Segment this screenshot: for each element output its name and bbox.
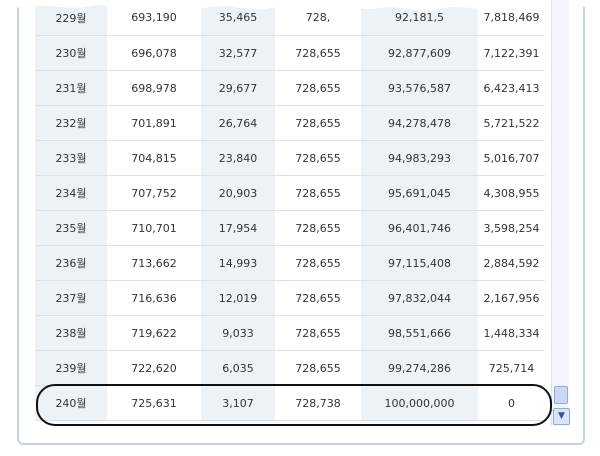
chevron-down-icon: ▼ bbox=[558, 411, 565, 421]
table-cell: 4,308,955 bbox=[478, 175, 545, 211]
table-cell: 716,636 bbox=[107, 280, 201, 316]
table-row: 239월 722,620 6,035 728,655 99,274,286 725,714 bbox=[35, 350, 545, 386]
table-cell: 7,818,469 bbox=[478, 0, 545, 36]
table-row: 233월 704,815 23,840 728,655 94,983,293 5,016,… bbox=[35, 140, 545, 176]
table-body: 229월 693,190 35,465 728, 92,181,5 7,818,469 23… bbox=[35, 0, 545, 421]
table-cell: 728,655 bbox=[275, 105, 361, 141]
table-cell: 93,576,587 bbox=[361, 70, 478, 106]
table-cell: 728,655 bbox=[275, 245, 361, 281]
table-row: 235월 710,701 17,954 728,655 96,401,746 3,598,… bbox=[35, 210, 545, 246]
table-cell: 9,033 bbox=[201, 315, 275, 351]
table-cell: 231월 bbox=[35, 70, 107, 106]
table-cell: 98,551,666 bbox=[361, 315, 478, 351]
table-cell: 94,983,293 bbox=[361, 140, 478, 176]
table-cell: 29,677 bbox=[201, 70, 275, 106]
table-row: 230월 696,078 32,577 728,655 92,877,609 7,122,… bbox=[35, 35, 545, 71]
table-cell: 235월 bbox=[35, 210, 107, 246]
table-cell: 701,891 bbox=[107, 105, 201, 141]
scrollbar-thumb[interactable] bbox=[554, 386, 568, 404]
table-cell: 32,577 bbox=[201, 35, 275, 71]
table-cell: 3,107 bbox=[201, 385, 275, 421]
table-cell: 20,903 bbox=[201, 175, 275, 211]
table-cell: 698,978 bbox=[107, 70, 201, 106]
table-cell: 17,954 bbox=[201, 210, 275, 246]
table-cell: 1,448,334 bbox=[478, 315, 545, 351]
table-cell: 704,815 bbox=[107, 140, 201, 176]
table-cell: 728,655 bbox=[275, 70, 361, 106]
table-row: 232월 701,891 26,764 728,655 94,278,478 5,721,… bbox=[35, 105, 545, 141]
table-cell: 240월 bbox=[35, 385, 107, 421]
table-cell: 710,701 bbox=[107, 210, 201, 246]
table-cell: 239월 bbox=[35, 350, 107, 386]
table-cell: 237월 bbox=[35, 280, 107, 316]
table-cell: 2,167,956 bbox=[478, 280, 545, 316]
table-cell: 12,019 bbox=[201, 280, 275, 316]
table-cell: 728,655 bbox=[275, 210, 361, 246]
table-cell: 3,598,254 bbox=[478, 210, 545, 246]
table-cell: 725,631 bbox=[107, 385, 201, 421]
repayment-schedule-table: 229월 693,190 35,465 728, 92,181,5 7,818,469 23… bbox=[35, 0, 545, 423]
table-cell: 707,752 bbox=[107, 175, 201, 211]
table-cell: 234월 bbox=[35, 175, 107, 211]
table-cell: 696,078 bbox=[107, 35, 201, 71]
table-cell: 728,655 bbox=[275, 140, 361, 176]
table-cell: 728,655 bbox=[275, 35, 361, 71]
table-cell: 230월 bbox=[35, 35, 107, 71]
torn-edge-overlay bbox=[0, 0, 600, 11]
table-cell: 728,655 bbox=[275, 175, 361, 211]
table-row: 236월 713,662 14,993 728,655 97,115,408 2,884,… bbox=[35, 245, 545, 281]
table-row: 238월 719,622 9,033 728,655 98,551,666 1,448,3… bbox=[35, 315, 545, 351]
table-cell: 6,035 bbox=[201, 350, 275, 386]
table-cell: 5,721,522 bbox=[478, 105, 545, 141]
table-row: 231월 698,978 29,677 728,655 93,576,587 6,423,… bbox=[35, 70, 545, 106]
table-cell: 26,764 bbox=[201, 105, 275, 141]
table-row: 240월 725,631 3,107 728,738 100,000,000 0 bbox=[35, 385, 545, 421]
table-cell: 232월 bbox=[35, 105, 107, 141]
table-cell: 236월 bbox=[35, 245, 107, 281]
table-cell: 95,691,045 bbox=[361, 175, 478, 211]
table-cell: 728,738 bbox=[275, 385, 361, 421]
schedule-table: 229월 693,190 35,465 728, 92,181,5 7,818,469 23… bbox=[35, 0, 545, 421]
table-cell: 728,655 bbox=[275, 350, 361, 386]
table-cell: 7,122,391 bbox=[478, 35, 545, 71]
table-cell: 722,620 bbox=[107, 350, 201, 386]
vertical-scrollbar[interactable]: ▼ bbox=[551, 0, 570, 426]
table-cell: 6,423,413 bbox=[478, 70, 545, 106]
table-cell: 97,832,044 bbox=[361, 280, 478, 316]
table-cell: 238월 bbox=[35, 315, 107, 351]
table-row: 234월 707,752 20,903 728,655 95,691,045 4,308,… bbox=[35, 175, 545, 211]
table-cell: 96,401,746 bbox=[361, 210, 478, 246]
table-cell: 100,000,000 bbox=[361, 385, 478, 421]
table-cell: 713,662 bbox=[107, 245, 201, 281]
table-cell: 728,655 bbox=[275, 315, 361, 351]
table-cell: 92,877,609 bbox=[361, 35, 478, 71]
table-cell: 5,016,707 bbox=[478, 140, 545, 176]
table-cell: 14,993 bbox=[201, 245, 275, 281]
table-cell: 99,274,286 bbox=[361, 350, 478, 386]
table-cell: 725,714 bbox=[478, 350, 545, 386]
table-row: 237월 716,636 12,019 728,655 97,832,044 2,167,… bbox=[35, 280, 545, 316]
table-cell: 97,115,408 bbox=[361, 245, 478, 281]
scroll-down-button[interactable]: ▼ bbox=[553, 408, 570, 425]
table-cell: 233월 bbox=[35, 140, 107, 176]
table-cell: 719,622 bbox=[107, 315, 201, 351]
table-cell: 728,655 bbox=[275, 280, 361, 316]
table-cell: 0 bbox=[478, 385, 545, 421]
table-cell: 94,278,478 bbox=[361, 105, 478, 141]
table-cell: 2,884,592 bbox=[478, 245, 545, 281]
table-cell: 23,840 bbox=[201, 140, 275, 176]
